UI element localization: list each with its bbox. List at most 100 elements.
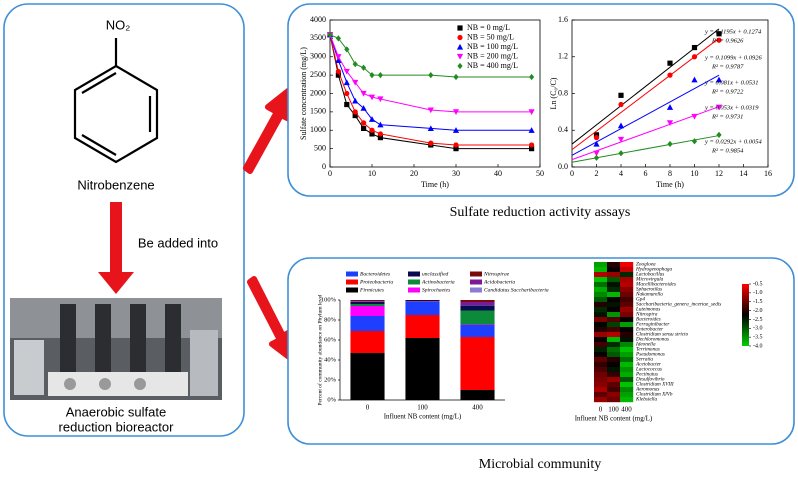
heat-cell (620, 372, 634, 378)
fit-annotation: R² = 0.9787 (711, 63, 744, 70)
row-label: Enterobacter (635, 327, 664, 333)
x-axis-label: Influent NB content (mg/L) (575, 415, 653, 423)
marker (343, 79, 350, 86)
legend-swatch (408, 279, 420, 285)
heat-cell (620, 342, 634, 348)
row-label: Saccharibacteria_genera_incertae_sedis (636, 302, 721, 308)
marker (452, 109, 460, 115)
x-axis-label: Influent NB content (mg/L) (384, 413, 462, 421)
heat-cell (594, 327, 608, 333)
marker (368, 94, 376, 101)
marker (344, 90, 350, 97)
legend-swatch (470, 287, 482, 293)
row-label: Acetobacter (635, 362, 662, 368)
heat-cell (607, 302, 621, 308)
y-tick-label: 4000 (310, 15, 326, 24)
heat-cell (594, 317, 608, 323)
series-line (329, 34, 532, 113)
marker (377, 72, 383, 79)
fit-annotation: y = 0.081x + 0.0531 (704, 79, 759, 86)
colorbar-label: -3.5 (753, 335, 763, 341)
marker (335, 68, 341, 75)
marker (716, 31, 722, 37)
bar-segment (405, 300, 440, 301)
row-label: Serratia (636, 357, 653, 363)
column-label: 100 (608, 406, 619, 414)
legend-marker (456, 53, 464, 60)
heat-cell (594, 342, 608, 348)
heat-cell (594, 397, 608, 403)
row-label: Hydrogenophaga (635, 267, 673, 273)
marker (593, 154, 600, 161)
series-line (329, 34, 532, 150)
legend-swatch (346, 271, 358, 277)
heat-cell (620, 397, 634, 403)
heat-cell (607, 367, 621, 373)
x-tick-label: 0 (366, 404, 370, 412)
marker (453, 146, 459, 152)
x-tick-label: 50 (536, 169, 544, 178)
row-label: Lactococcus (635, 367, 662, 373)
legend-label: NB = 50 mg/L (467, 32, 514, 41)
row-label: Nakamurella (635, 292, 663, 298)
series-line (329, 34, 532, 131)
legend-label: Candidatus Saccharibacteria (484, 287, 549, 293)
marker (691, 138, 698, 145)
row-label: Terrimonas (636, 347, 660, 353)
heat-cell (607, 287, 621, 293)
x-tick-label: 400 (472, 404, 483, 412)
marker (666, 104, 674, 110)
heat-cell (607, 362, 621, 368)
bar-segment (460, 300, 495, 302)
row-label: Desulfovibrio (635, 376, 665, 383)
marker (529, 73, 535, 81)
heat-cell (607, 312, 621, 318)
heat-cell (620, 277, 634, 283)
arrow-to-assays (243, 85, 295, 174)
legend-label: Firmicutes (359, 287, 384, 293)
bar-segment (460, 310, 495, 325)
marker (369, 72, 375, 79)
marker (691, 54, 698, 60)
legend-label: Proteobacteria (359, 279, 393, 285)
row-label: Nitrospira (635, 312, 658, 318)
heat-cell (607, 272, 621, 278)
heat-cell (607, 382, 621, 388)
legend-label: Nitrospirae (483, 271, 510, 277)
marker (344, 46, 350, 53)
heat-cell (620, 387, 634, 393)
fit-annotation: y = 0.053x + 0.0319 (704, 104, 759, 111)
heat-cell (594, 262, 608, 268)
heat-cell (594, 382, 608, 388)
marker (618, 92, 624, 98)
y-axis-label: Ln (C₀/C) (549, 77, 558, 109)
heat-cell (594, 362, 608, 368)
nitro-formula: NO₂ (106, 17, 131, 32)
heat-cell (607, 322, 621, 328)
marker (428, 72, 434, 79)
column-label: 400 (621, 406, 632, 414)
marker (716, 37, 722, 43)
y-tick-label: 2000 (310, 88, 326, 97)
y-tick-label: 500 (314, 143, 326, 152)
row-label: Lactobacillus (635, 272, 664, 278)
heat-cell (594, 392, 608, 398)
row-label: Aeromonas (635, 387, 659, 393)
heat-cell (594, 297, 608, 303)
benzene-ring (73, 38, 159, 164)
heat-cell (620, 327, 634, 333)
bar-segment (460, 305, 495, 311)
marker (453, 73, 459, 81)
row-label: Ferruginibacter (635, 322, 670, 328)
marker (617, 136, 625, 143)
y-tick-label: 1.6 (558, 15, 568, 24)
marker (335, 57, 342, 64)
heat-cell (620, 282, 634, 288)
y-tick-label: 60% (324, 336, 337, 343)
colorbar-label: -2.0 (753, 308, 763, 314)
legend-label: Bacteroidetes (360, 271, 390, 277)
marker (529, 142, 535, 148)
marker (428, 140, 434, 146)
heat-cell (620, 362, 634, 368)
heat-cell (620, 292, 634, 298)
